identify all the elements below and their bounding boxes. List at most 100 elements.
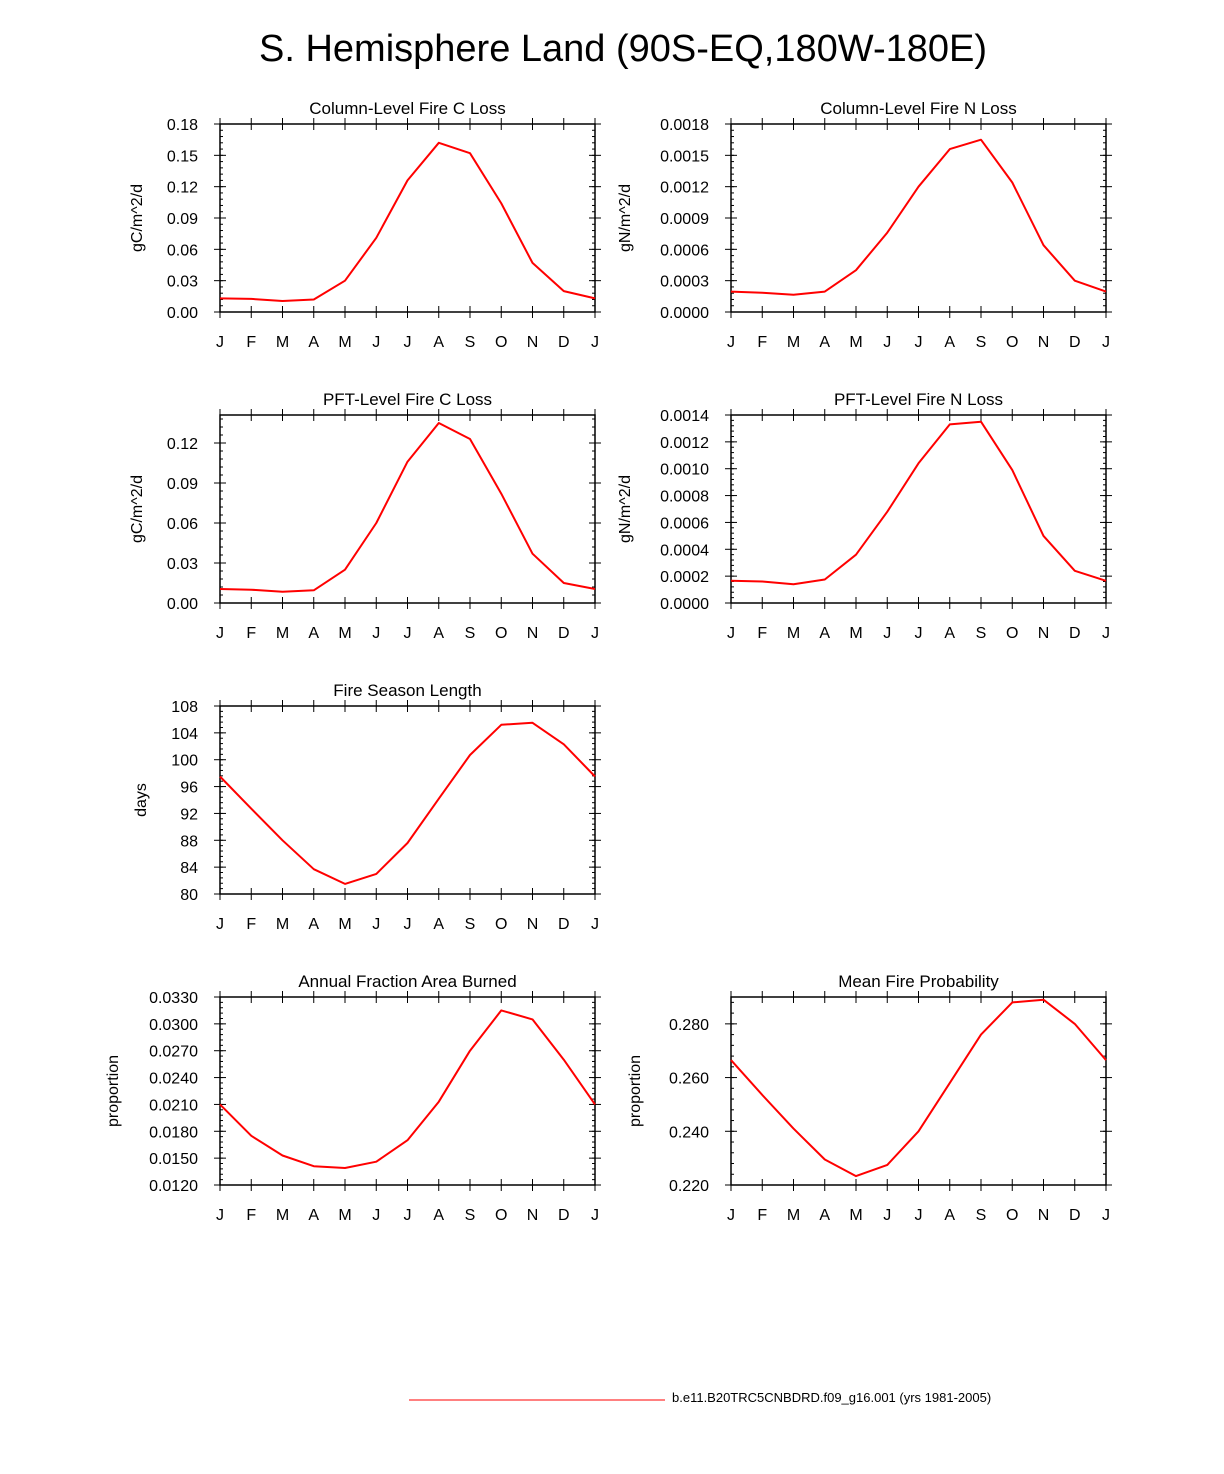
x-tick-label: J bbox=[591, 625, 599, 642]
x-tick-label: M bbox=[787, 334, 800, 351]
y-tick-label: 0.00 bbox=[167, 305, 198, 322]
y-axis-label: days bbox=[133, 783, 150, 817]
x-tick-label: J bbox=[1102, 1207, 1110, 1224]
chart-title: Column-Level Fire N Loss bbox=[820, 99, 1017, 118]
x-tick-label: M bbox=[787, 1207, 800, 1224]
y-tick-label: 96 bbox=[180, 780, 198, 797]
y-tick-label: 0.0270 bbox=[149, 1044, 198, 1061]
y-axis-label: gC/m^2/d bbox=[129, 475, 146, 543]
x-tick-label: J bbox=[372, 1207, 380, 1224]
y-tick-label: 0.0009 bbox=[660, 211, 709, 228]
plot-frame bbox=[730, 123, 1107, 313]
y-tick-label: 0.0012 bbox=[660, 180, 709, 197]
y-tick-label: 104 bbox=[171, 726, 198, 743]
x-tick-label: F bbox=[757, 625, 767, 642]
plot-frame bbox=[730, 414, 1107, 604]
x-tick-label: A bbox=[819, 1207, 830, 1224]
x-tick-label: M bbox=[276, 334, 289, 351]
x-tick-label: J bbox=[372, 334, 380, 351]
x-tick-label: J bbox=[591, 1207, 599, 1224]
y-tick-label: 0.09 bbox=[167, 211, 198, 228]
y-axis-label: gC/m^2/d bbox=[129, 184, 146, 252]
x-tick-label: A bbox=[433, 1207, 444, 1224]
y-tick-label: 0.06 bbox=[167, 242, 198, 259]
y-tick-label: 0.00 bbox=[167, 596, 198, 613]
x-tick-label: F bbox=[757, 1207, 767, 1224]
plot-frame bbox=[219, 705, 596, 895]
x-tick-label: J bbox=[591, 334, 599, 351]
y-tick-label: 0.0006 bbox=[660, 515, 709, 532]
x-tick-label: J bbox=[591, 916, 599, 933]
x-tick-label: J bbox=[883, 334, 891, 351]
y-tick-label: 108 bbox=[171, 699, 198, 716]
series-line bbox=[219, 721, 596, 885]
x-tick-label: S bbox=[976, 1207, 987, 1224]
x-tick-label: O bbox=[495, 334, 507, 351]
x-tick-label: A bbox=[433, 625, 444, 642]
y-tick-label: 0.0002 bbox=[660, 569, 709, 586]
y-tick-label: 0.12 bbox=[167, 436, 198, 453]
y-tick-label: 0.0210 bbox=[149, 1097, 198, 1114]
series-line bbox=[219, 422, 596, 593]
y-tick-label: 0.0330 bbox=[149, 990, 198, 1007]
chart-6: Annual Fraction Area Burned proportion 0.0… bbox=[105, 972, 601, 1224]
x-tick-label: J bbox=[915, 625, 923, 642]
chart-2: Column-Level Fire N Loss gN/m^2/d 0.0000 0.… bbox=[617, 99, 1112, 351]
x-tick-label: A bbox=[944, 625, 955, 642]
x-tick-label: J bbox=[216, 1207, 224, 1224]
y-tick-label: 100 bbox=[171, 753, 198, 770]
x-tick-label: S bbox=[465, 916, 476, 933]
x-tick-label: D bbox=[558, 334, 570, 351]
x-tick-label: O bbox=[495, 1207, 507, 1224]
x-tick-label: J bbox=[727, 625, 735, 642]
x-tick-label: D bbox=[1069, 1207, 1081, 1224]
x-tick-label: A bbox=[308, 334, 319, 351]
x-tick-label: A bbox=[819, 334, 830, 351]
y-tick-label: 0.12 bbox=[167, 180, 198, 197]
x-tick-label: J bbox=[216, 625, 224, 642]
y-tick-label: 0.220 bbox=[669, 1178, 709, 1195]
x-tick-label: S bbox=[976, 625, 987, 642]
y-tick-label: 80 bbox=[180, 887, 198, 904]
x-tick-label: A bbox=[819, 625, 830, 642]
x-tick-label: J bbox=[915, 1207, 923, 1224]
x-tick-label: N bbox=[1038, 625, 1050, 642]
y-axis-label: proportion bbox=[627, 1055, 644, 1127]
x-tick-label: N bbox=[527, 334, 539, 351]
x-tick-label: D bbox=[1069, 625, 1081, 642]
x-tick-label: O bbox=[1006, 625, 1018, 642]
y-tick-label: 0.0120 bbox=[149, 1178, 198, 1195]
chart-5: Fire Season Length days 80 84 88 92 96 100 104 10… bbox=[133, 681, 601, 933]
x-tick-label: S bbox=[465, 625, 476, 642]
y-tick-label: 0.03 bbox=[167, 556, 198, 573]
x-tick-label: F bbox=[757, 334, 767, 351]
chart-title: Annual Fraction Area Burned bbox=[298, 972, 516, 991]
chart-3: PFT-Level Fire C Loss gC/m^2/d 0.00 0.03 0.0… bbox=[129, 390, 601, 642]
legend-label: b.e11.B20TRC5CNBDRD.f09_g16.001 (yrs 198… bbox=[672, 1390, 992, 1405]
x-tick-label: A bbox=[433, 916, 444, 933]
y-tick-label: 0.09 bbox=[167, 476, 198, 493]
y-tick-label: 0.0240 bbox=[149, 1071, 198, 1088]
plot-frame bbox=[219, 996, 596, 1186]
x-tick-label: M bbox=[849, 334, 862, 351]
y-tick-label: 0.06 bbox=[167, 516, 198, 533]
x-tick-label: N bbox=[527, 625, 539, 642]
series-line bbox=[730, 420, 1107, 586]
plot-frame bbox=[219, 123, 596, 313]
x-tick-label: S bbox=[465, 334, 476, 351]
y-tick-label: 0.0006 bbox=[660, 242, 709, 259]
x-tick-label: F bbox=[246, 334, 256, 351]
x-tick-label: J bbox=[216, 334, 224, 351]
series-line bbox=[730, 998, 1107, 1178]
x-tick-label: A bbox=[308, 1207, 319, 1224]
y-tick-label: 92 bbox=[180, 806, 198, 823]
x-tick-label: F bbox=[246, 916, 256, 933]
x-tick-label: A bbox=[308, 625, 319, 642]
x-tick-label: M bbox=[849, 625, 862, 642]
x-tick-label: F bbox=[246, 1207, 256, 1224]
x-tick-label: M bbox=[276, 625, 289, 642]
x-tick-label: M bbox=[276, 916, 289, 933]
x-tick-label: M bbox=[276, 1207, 289, 1224]
y-tick-label: 0.280 bbox=[669, 1017, 709, 1034]
chart-4: PFT-Level Fire N Loss gN/m^2/d 0.0000 0.000… bbox=[617, 390, 1112, 642]
